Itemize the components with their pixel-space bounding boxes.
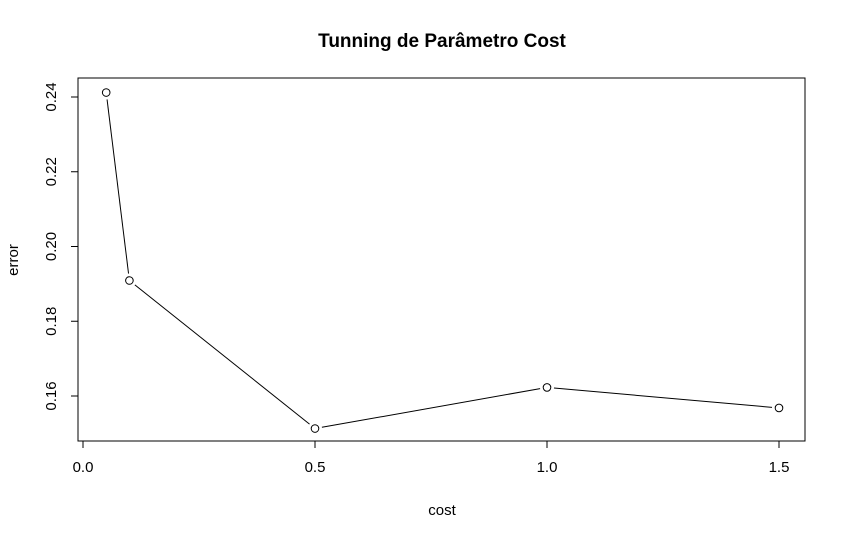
series-line-segment (321, 388, 541, 428)
series-point-group (101, 88, 784, 433)
data-point (310, 424, 320, 433)
y-tick-label: 0.20 (43, 232, 60, 261)
data-point (774, 403, 784, 413)
data-point (101, 88, 111, 97)
x-tick-label: 0.5 (305, 459, 326, 476)
data-point (125, 276, 134, 285)
y-tick-label: 0.24 (43, 82, 60, 111)
plot-frame (77, 77, 806, 442)
x-tick-label: 1.0 (537, 459, 558, 476)
series-line-group (106, 99, 773, 428)
series-line-segment (134, 284, 310, 425)
y-tick-label: 0.22 (43, 157, 60, 186)
x-tick-label: 0.0 (73, 459, 94, 476)
data-point (542, 383, 552, 392)
y-axis: 0.16 0.18 0.20 0.22 0.24 (43, 82, 79, 411)
chart-title: Tunning de Parâmetro Cost (318, 31, 566, 52)
y-tick-label: 0.18 (43, 307, 60, 336)
series-line-segment (106, 99, 130, 274)
x-axis-label: cost (428, 502, 456, 519)
x-tick-label: 1.5 (769, 459, 790, 476)
x-axis: 0.0 0.5 1.0 1.5 (73, 440, 790, 476)
series-line-segment (553, 387, 773, 408)
y-axis-label: error (5, 244, 22, 276)
y-tick-label: 0.16 (43, 381, 60, 410)
